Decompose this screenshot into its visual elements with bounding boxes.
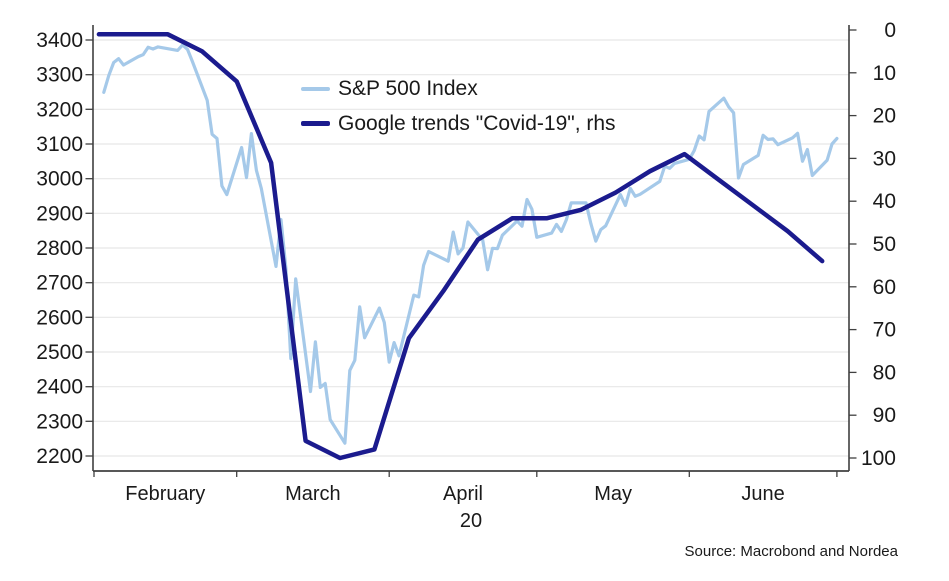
right-axis-tick-label: 60 (873, 276, 896, 299)
left-axis-tick-label: 2900 (36, 202, 83, 225)
x-axis-month-label: April (443, 483, 483, 505)
left-axis-tick-label: 2300 (36, 410, 83, 433)
x-axis-month-label: March (285, 483, 341, 505)
x-axis-year-label: 20 (460, 510, 482, 532)
right-axis-tick-label: 30 (873, 147, 896, 170)
legend-item-sp500: S&P 500 Index (301, 76, 616, 101)
x-axis-month-label: June (741, 483, 784, 505)
left-axis-tick-label: 2500 (36, 341, 83, 364)
right-axis-tick-label: 70 (873, 319, 896, 342)
left-axis-tick-label: 2700 (36, 272, 83, 295)
sp500-line-swatch (301, 86, 330, 91)
left-axis-tick-label: 3100 (36, 133, 83, 156)
right-axis-tick-label: 0 (884, 19, 896, 42)
sp500-line (102, 43, 839, 445)
right-axis-tick-label: 20 (873, 105, 896, 128)
legend-label-google-trends: Google trends "Covid-19", rhs (338, 112, 616, 135)
right-axis-tick-label: 80 (873, 361, 896, 384)
left-axis-tick-label: 2200 (36, 445, 83, 468)
google-trends-line (96, 32, 825, 461)
source-note: Source: Macrobond and Nordea (684, 543, 898, 560)
left-axis-tick-label: 2400 (36, 376, 83, 399)
x-axis-month-label: May (594, 483, 632, 505)
google-trends-line-swatch (301, 121, 330, 126)
left-axis-tick-label: 3200 (36, 98, 83, 121)
right-axis-tick-label: 50 (873, 233, 896, 256)
legend-label-sp500: S&P 500 Index (338, 77, 478, 100)
left-axis-tick-label: 2800 (36, 237, 83, 260)
chart-legend: S&P 500 Index Google trends "Covid-19", … (301, 76, 616, 146)
right-axis-tick-label: 100 (861, 447, 896, 470)
left-axis-tick-label: 3000 (36, 168, 83, 191)
left-axis-tick-label: 3400 (36, 29, 83, 52)
x-axis-month-label: February (125, 483, 205, 505)
legend-item-google-trends: Google trends "Covid-19", rhs (301, 111, 616, 136)
right-axis-tick-label: 40 (873, 190, 896, 213)
right-axis-tick-label: 10 (873, 62, 896, 85)
left-axis-tick-label: 3300 (36, 64, 83, 87)
left-axis-tick-label: 2600 (36, 306, 83, 329)
right-axis-tick-label: 90 (873, 404, 896, 427)
